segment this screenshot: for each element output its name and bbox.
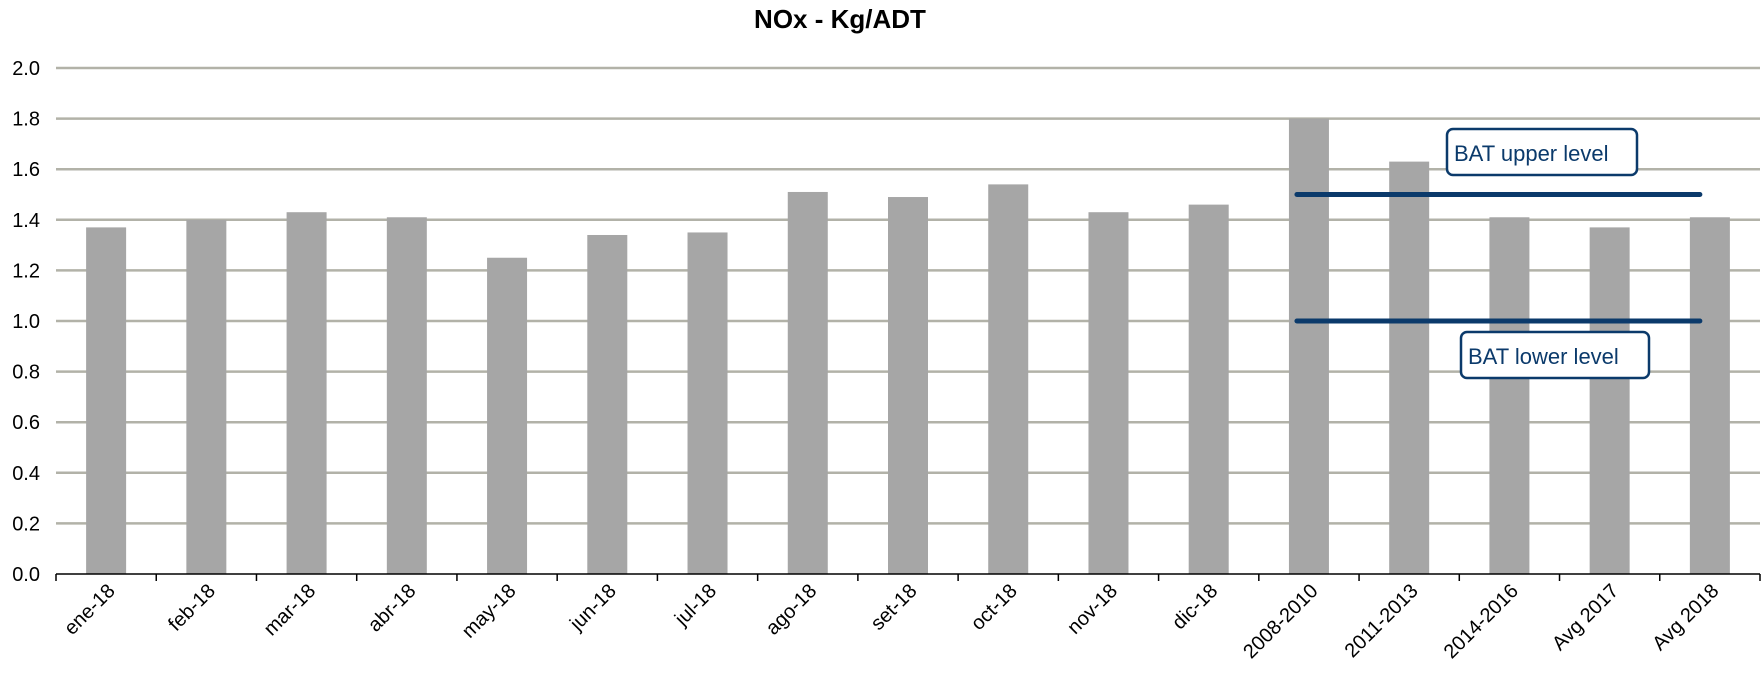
- y-tick-label: 0.0: [12, 564, 40, 586]
- bar: [1088, 212, 1129, 574]
- bar: [687, 232, 728, 574]
- annotation-box: [1445, 127, 1639, 177]
- bar: [86, 227, 127, 574]
- y-tick-label: 1.8: [12, 109, 40, 131]
- y-tick-label: 0.6: [12, 412, 40, 434]
- chart-title: NOx - Kg/ADT: [754, 4, 926, 34]
- y-tick-label: 1.0: [12, 311, 40, 333]
- x-tick-label: jul-18: [670, 580, 721, 631]
- y-tick-label: 0.4: [12, 463, 40, 485]
- x-tick-label: may-18: [458, 580, 521, 643]
- y-tick-label: 0.8: [12, 362, 40, 384]
- x-tick-label: dic-18: [1168, 580, 1222, 634]
- y-tick-label: 2.0: [12, 58, 40, 80]
- x-tick-label: mar-18: [260, 580, 320, 640]
- y-tick-label: 1.4: [12, 210, 40, 232]
- x-tick-label: set-18: [867, 580, 922, 635]
- bar: [1389, 161, 1430, 575]
- x-tick-label: ago-18: [762, 580, 822, 640]
- bar: [1689, 217, 1730, 574]
- bar: [988, 184, 1029, 574]
- annotation-label: BAT upper level: [1454, 141, 1609, 166]
- x-tick-label: 2008-2010: [1239, 580, 1322, 663]
- bar: [1589, 227, 1630, 574]
- bar: [587, 234, 628, 575]
- bar: [386, 217, 427, 574]
- bar: [186, 219, 227, 575]
- x-tick-label: feb-18: [164, 580, 220, 636]
- x-tick-label: abr-18: [364, 580, 420, 636]
- bar: [286, 212, 327, 574]
- x-tick-label: jun-18: [565, 580, 621, 636]
- bar: [487, 257, 528, 574]
- x-tick-label: nov-18: [1063, 580, 1122, 639]
- x-tick-label: ene-18: [60, 580, 120, 640]
- y-tick-label: 1.6: [12, 159, 40, 181]
- x-tick-label: 2014-2016: [1440, 580, 1523, 663]
- bar: [888, 197, 928, 574]
- bar: [1489, 217, 1530, 574]
- bar: [1188, 204, 1229, 574]
- bar: [787, 191, 828, 574]
- x-tick-label: Avg 2018: [1648, 580, 1723, 655]
- y-tick-label: 1.2: [12, 260, 40, 282]
- x-tick-label: oct-18: [967, 580, 1022, 635]
- annotation-label: BAT lower level: [1468, 344, 1619, 369]
- annotation-box: [1459, 330, 1651, 380]
- bar: [1288, 118, 1329, 574]
- x-tick-label: 2011-2013: [1341, 580, 1423, 662]
- y-tick-label: 0.2: [12, 513, 40, 535]
- x-tick-label: Avg 2017: [1548, 580, 1623, 655]
